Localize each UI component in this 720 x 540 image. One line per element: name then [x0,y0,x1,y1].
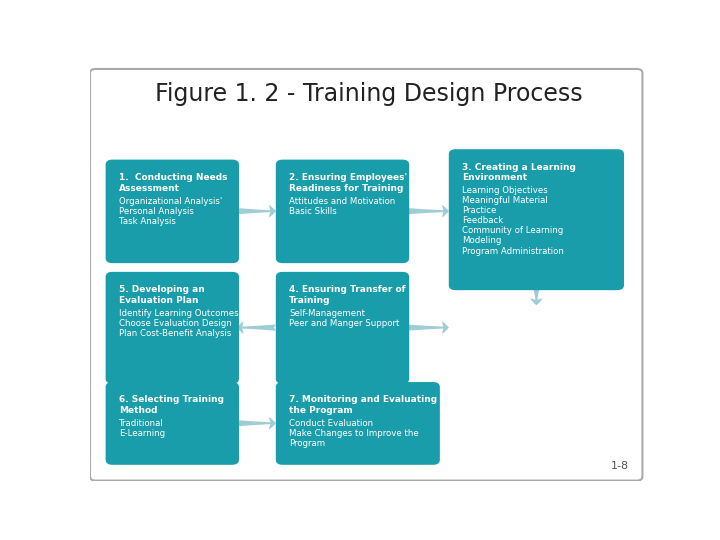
Text: Choose Evaluation Design: Choose Evaluation Design [119,319,232,328]
Text: Peer and Manger Support: Peer and Manger Support [289,319,400,328]
Text: Environment: Environment [462,173,527,183]
Text: Learning Objectives: Learning Objectives [462,186,548,195]
Text: 7. Monitoring and Evaluating: 7. Monitoring and Evaluating [289,395,437,404]
Text: Make Changes to Improve the: Make Changes to Improve the [289,429,419,438]
FancyBboxPatch shape [276,272,409,384]
Text: Conduct Evaluation: Conduct Evaluation [289,419,374,428]
FancyBboxPatch shape [106,272,239,384]
Text: Evaluation Plan: Evaluation Plan [119,296,199,305]
Text: Practice: Practice [462,206,497,215]
Text: Modeling: Modeling [462,237,502,246]
FancyBboxPatch shape [276,382,440,465]
FancyBboxPatch shape [90,69,642,481]
Text: Traditional: Traditional [119,419,163,428]
Text: Self-Management: Self-Management [289,309,365,318]
Text: Assessment: Assessment [119,184,180,193]
Text: Readiness for Training: Readiness for Training [289,184,404,193]
Text: Identify Learning Outcomes: Identify Learning Outcomes [119,309,238,318]
Text: Training: Training [289,296,330,305]
Text: Program Administration: Program Administration [462,247,564,255]
Text: Method: Method [119,406,158,415]
Text: 1-8: 1-8 [611,462,629,471]
Text: 5. Developing an: 5. Developing an [119,285,204,294]
Text: Personal Analysis: Personal Analysis [119,207,194,215]
FancyBboxPatch shape [449,149,624,290]
Text: Program: Program [289,439,325,448]
Text: 4. Ensuring Transfer of: 4. Ensuring Transfer of [289,285,406,294]
Text: the Program: the Program [289,406,353,415]
FancyBboxPatch shape [276,160,409,263]
Text: Community of Learning: Community of Learning [462,226,564,235]
Text: Plan Cost-Benefit Analysis: Plan Cost-Benefit Analysis [119,329,231,338]
Text: Task Analysis: Task Analysis [119,217,176,226]
Text: Attitudes and Motivation: Attitudes and Motivation [289,197,395,206]
Text: Basic Skills: Basic Skills [289,207,337,215]
Text: 3. Creating a Learning: 3. Creating a Learning [462,163,576,172]
FancyBboxPatch shape [106,160,239,263]
Text: Figure 1. 2 - Training Design Process: Figure 1. 2 - Training Design Process [156,82,582,106]
Text: Meaningful Material: Meaningful Material [462,196,548,205]
Text: 6. Selecting Training: 6. Selecting Training [119,395,224,404]
Text: 1.  Conducting Needs: 1. Conducting Needs [119,173,228,182]
Text: Feedback: Feedback [462,217,503,225]
Text: 2. Ensuring Employees': 2. Ensuring Employees' [289,173,408,182]
FancyBboxPatch shape [106,382,239,465]
Text: E-Learning: E-Learning [119,429,165,438]
Text: Organizational Analysis': Organizational Analysis' [119,197,222,206]
